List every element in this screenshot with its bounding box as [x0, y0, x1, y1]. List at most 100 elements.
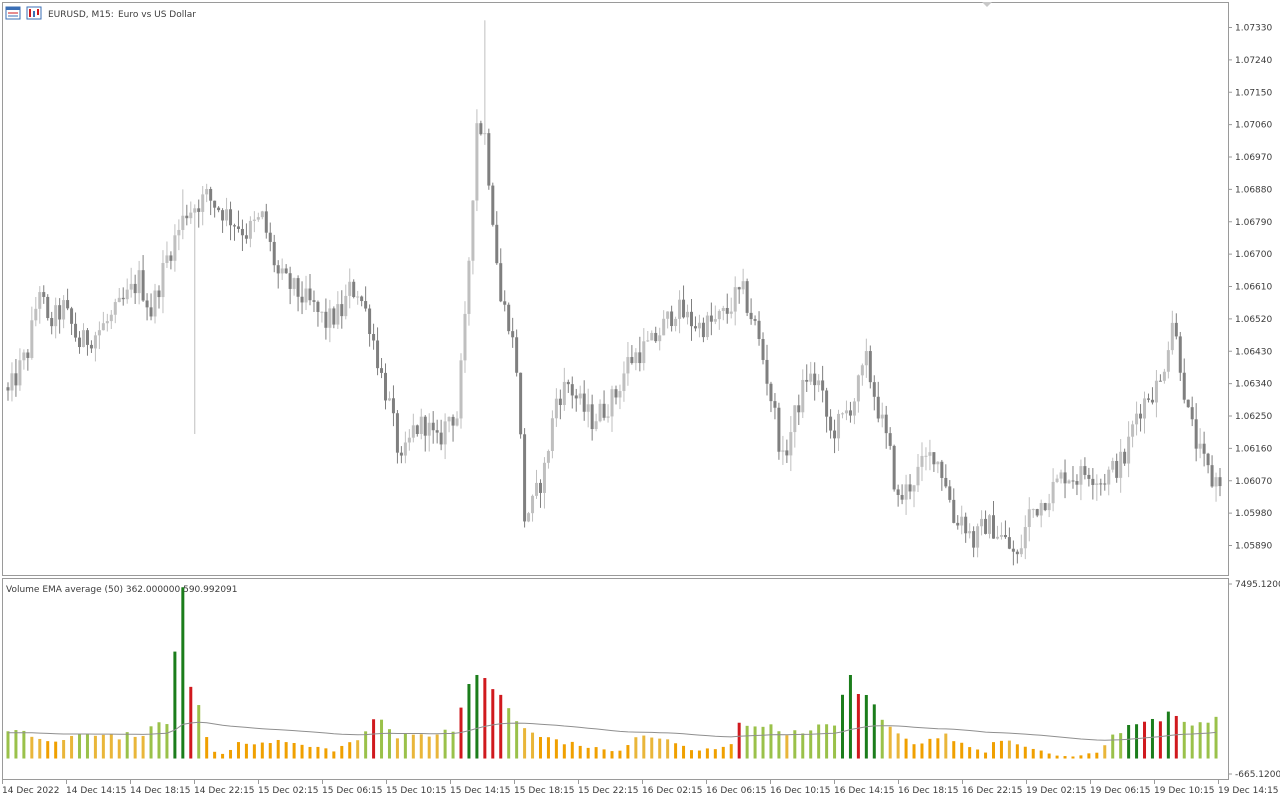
candle-body — [364, 301, 368, 309]
candle-body — [864, 351, 868, 366]
volume-bar — [562, 744, 566, 759]
candle-body — [912, 485, 916, 492]
price-tick-label: 1.05890 — [1235, 542, 1272, 552]
price-tick-label: 1.06160 — [1235, 444, 1272, 454]
volume-bar — [801, 733, 805, 759]
volume-bar — [1039, 750, 1043, 759]
candle-body — [1202, 443, 1206, 454]
volume-bar — [284, 742, 288, 759]
candle-body — [614, 389, 618, 398]
candle-body — [276, 265, 280, 274]
candle-body — [344, 295, 348, 317]
candle-body — [141, 270, 145, 301]
volume-bar — [1103, 745, 1107, 759]
candle-body — [924, 455, 928, 457]
volume-bar — [554, 739, 558, 759]
candle-body — [1162, 371, 1166, 381]
candle-body — [1186, 399, 1190, 408]
candle-body — [566, 381, 570, 385]
candle-body — [892, 445, 896, 490]
time-axis[interactable]: 14 Dec 2022 14 Dec 14:15 14 Dec 18:15 14 De… — [2, 780, 1279, 796]
volume-bar — [1143, 721, 1147, 759]
volume-bar — [54, 741, 58, 759]
candle-body — [395, 413, 399, 453]
volume-bar — [117, 739, 121, 759]
candle-body — [626, 357, 630, 374]
volume-bar — [880, 719, 884, 759]
candle-body — [368, 308, 372, 335]
candle-body — [952, 499, 956, 523]
volume-bar — [968, 747, 972, 759]
volume-chart-frame[interactable] — [2, 578, 1229, 780]
candle-body — [157, 290, 161, 298]
candle-body — [264, 211, 268, 233]
price-tick-label: 1.06970 — [1235, 153, 1272, 163]
candle-body — [113, 302, 117, 315]
volume-bar — [93, 735, 97, 759]
candle-body — [896, 489, 900, 495]
candle-body — [296, 278, 300, 297]
candle-body — [1107, 469, 1111, 485]
volume-bar — [332, 751, 336, 759]
price-tick-label: 1.06070 — [1235, 477, 1272, 487]
candle-body — [256, 217, 260, 220]
volume-bar — [713, 749, 717, 759]
candle-body — [1154, 380, 1158, 403]
volume-bar — [419, 734, 423, 759]
candle-body — [745, 281, 749, 313]
chart-window-icon[interactable] — [5, 6, 21, 20]
candle-body — [944, 477, 948, 487]
candle-body — [244, 235, 248, 239]
volume-bar — [1166, 711, 1170, 759]
candle-body — [380, 368, 384, 373]
candle-body — [348, 281, 352, 296]
candle-body — [725, 307, 729, 314]
volume-bar — [1182, 721, 1186, 759]
volume-bar — [387, 729, 391, 759]
candle-body — [558, 398, 562, 406]
volume-bar — [833, 725, 837, 759]
volume-bar — [570, 741, 574, 759]
candle-body — [833, 430, 837, 439]
bar-chart-icon[interactable] — [26, 6, 42, 20]
volume-bar — [793, 730, 797, 759]
time-tick-label: 16 Dec 14:15 — [834, 786, 895, 796]
volume-bar — [1127, 725, 1131, 759]
volume-bar — [817, 724, 821, 759]
candle-body — [1079, 466, 1083, 485]
candle-body — [1143, 398, 1147, 419]
volume-bar — [1031, 748, 1035, 759]
volume-bar — [984, 752, 988, 759]
candle-body — [511, 331, 515, 338]
volume-bars-group — [6, 587, 1218, 759]
candle-body — [1166, 350, 1170, 372]
volume-bar — [1071, 756, 1075, 759]
candle-body — [797, 405, 801, 413]
candle-body — [34, 308, 38, 321]
candle-body — [523, 434, 527, 522]
volume-bar — [729, 744, 733, 759]
volume-bar — [666, 739, 670, 759]
candle-body — [169, 255, 173, 261]
candle-body — [387, 398, 391, 401]
price-axis[interactable]: 1.07330 1.07240 1.07150 1.07060 1.06970 1.068… — [1228, 24, 1272, 552]
candle-body — [304, 288, 308, 303]
candle-body — [622, 373, 626, 392]
price-chart-frame[interactable] — [2, 2, 1229, 576]
chart-shift-marker[interactable] — [982, 2, 992, 7]
candle-body — [781, 450, 785, 452]
candle-body — [503, 301, 507, 305]
candle-body — [1214, 477, 1218, 487]
candle-body — [26, 352, 30, 358]
volume-bar — [737, 722, 741, 759]
volume-bar — [936, 738, 940, 759]
candle-body — [634, 352, 638, 364]
volume-bar — [181, 587, 185, 759]
candle-body — [479, 123, 483, 135]
candle-body — [1135, 413, 1139, 425]
volume-bar — [252, 744, 256, 759]
candle-body — [360, 296, 364, 302]
candle-body — [888, 433, 892, 446]
volume-bar — [403, 733, 407, 759]
time-tick-label: 14 Dec 14:15 — [66, 786, 127, 796]
